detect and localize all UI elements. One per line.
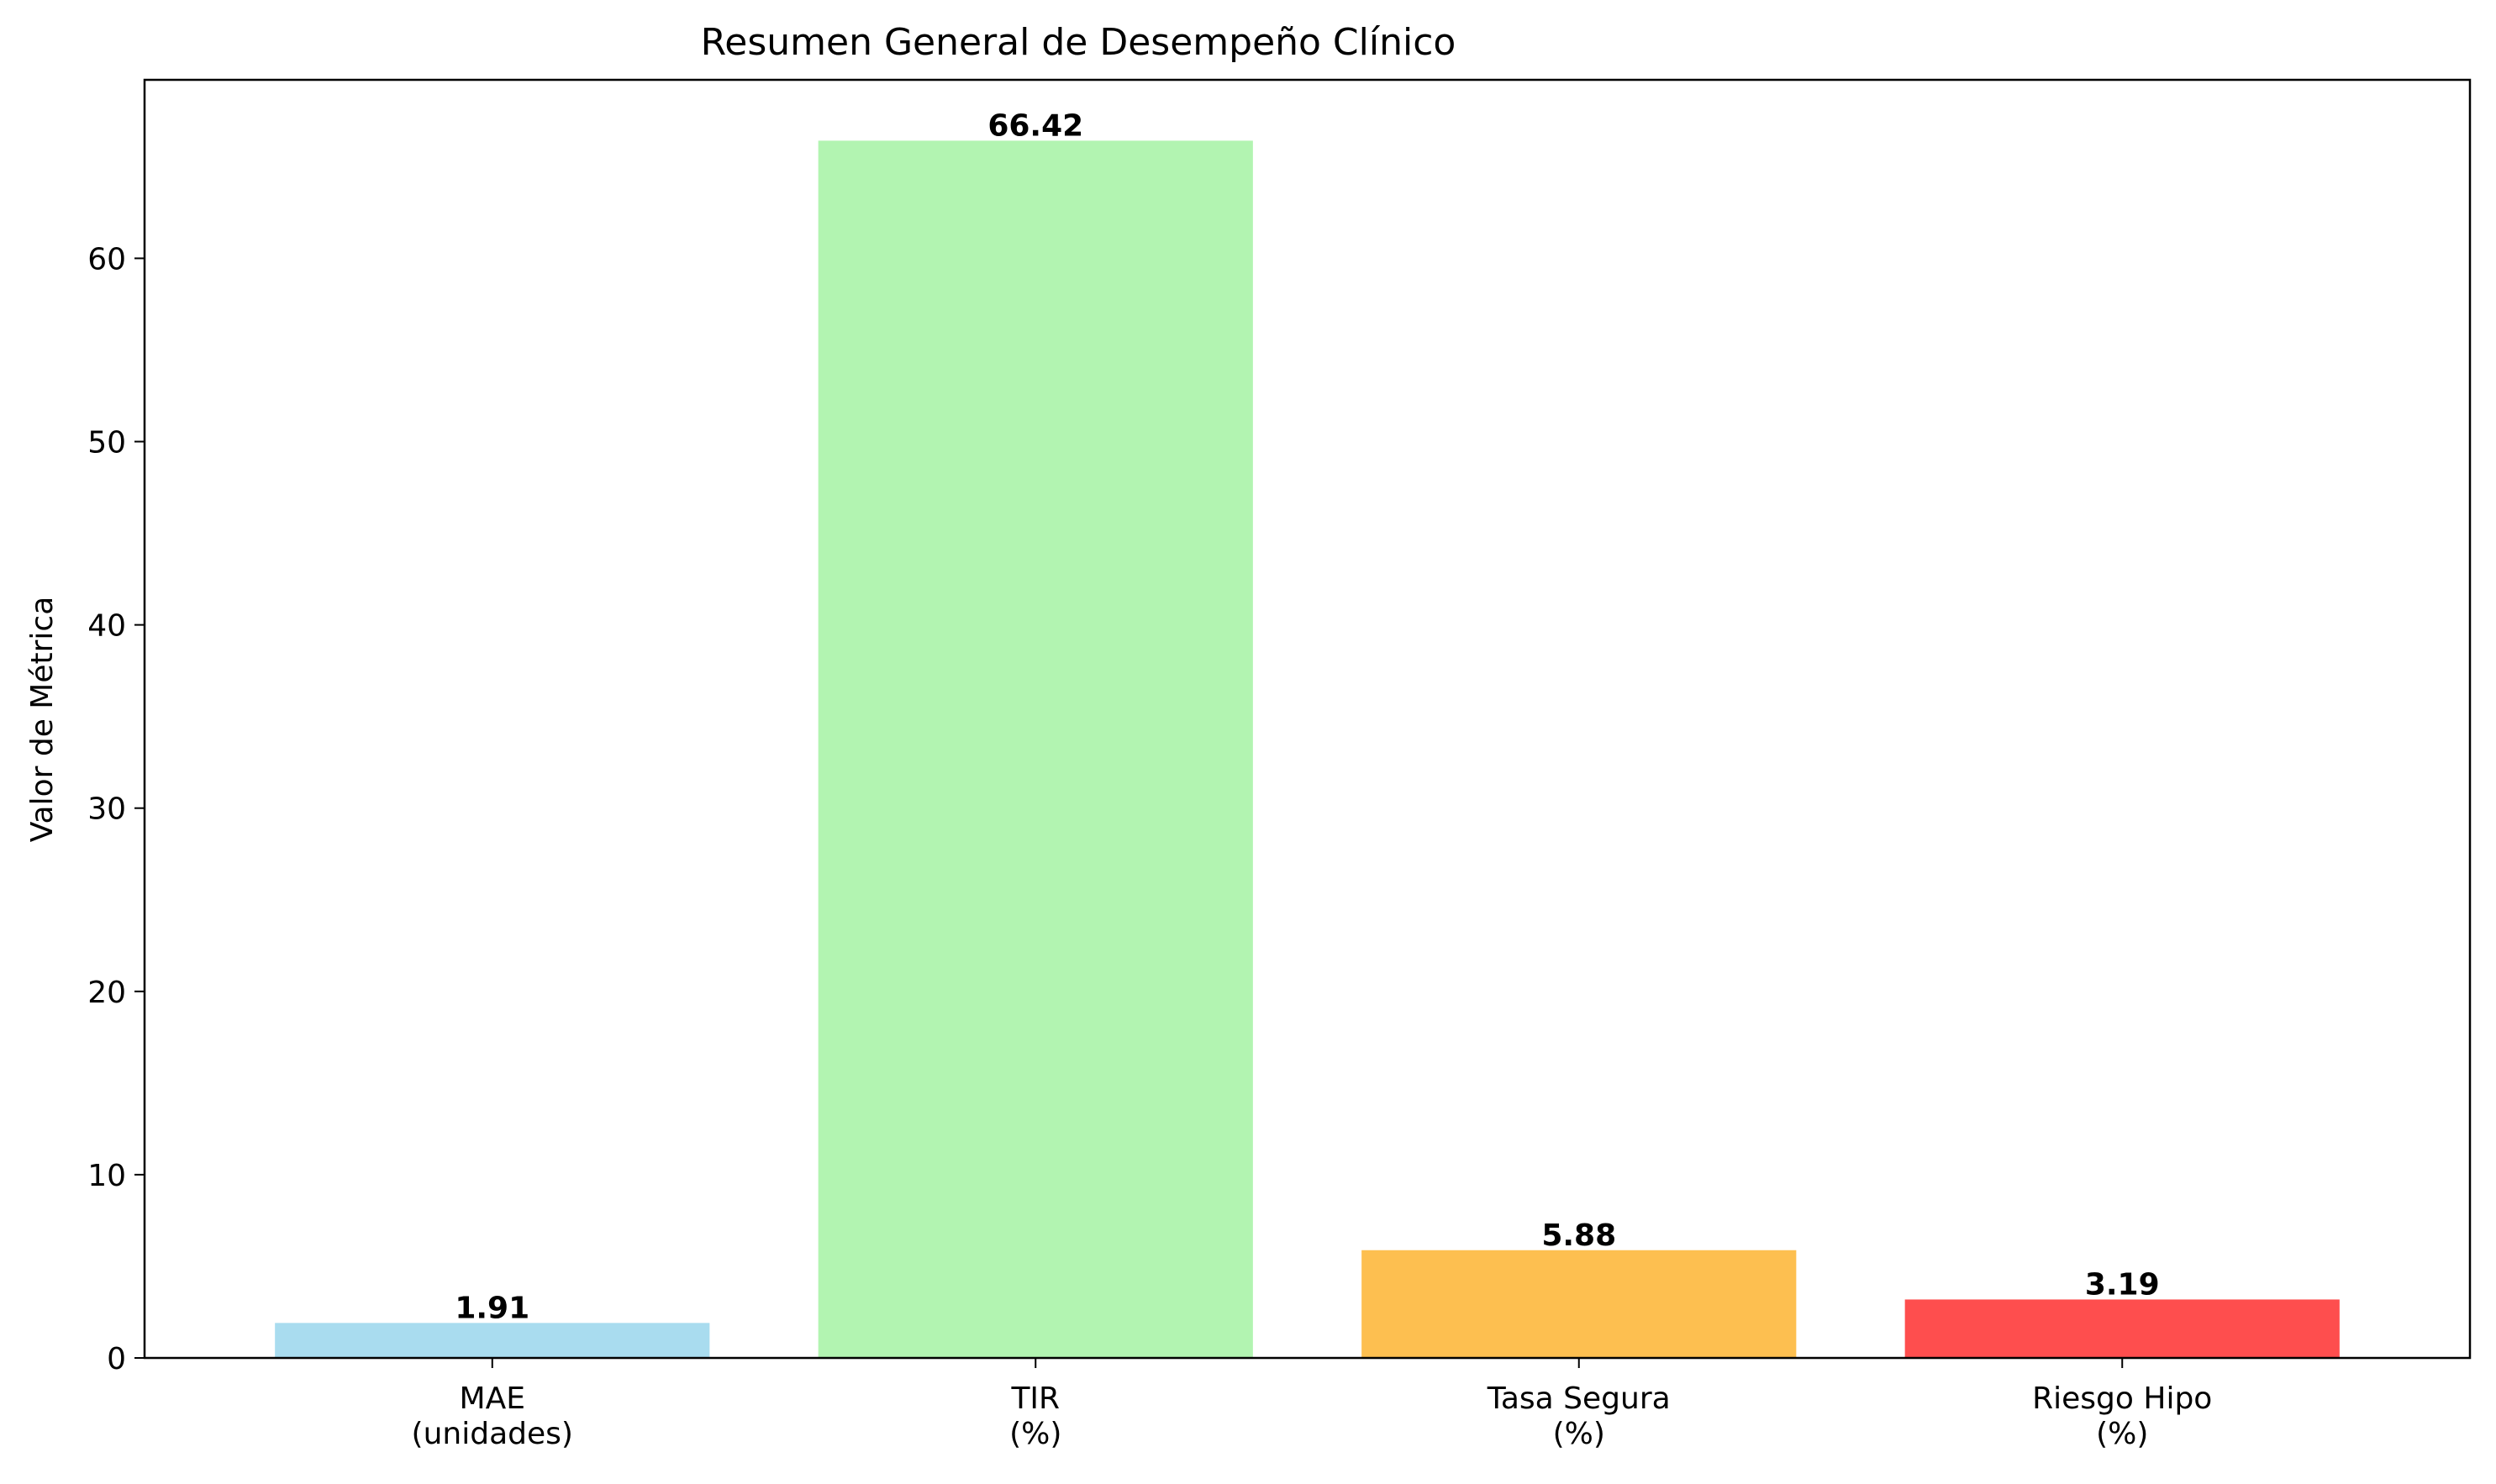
- value-labels-group: 1.91 66.42 5.88 3.19: [455, 108, 2159, 1325]
- y-tick-label-0: 0: [107, 1342, 126, 1376]
- x-tick-label-1-line-1: (%): [1009, 1417, 1061, 1451]
- bar-3: [1904, 1299, 2340, 1358]
- x-tick-label-2-line-1: (%): [1553, 1417, 1605, 1451]
- chart-title: Resumen General de Desempeño Clínico: [701, 21, 1456, 64]
- y-tick-label-6: 60: [87, 242, 126, 276]
- x-tick-label-3-line-1: (%): [2096, 1417, 2148, 1451]
- bar-0: [275, 1323, 710, 1358]
- bar-1: [818, 140, 1253, 1358]
- value-label-2: 5.88: [1541, 1218, 1616, 1253]
- value-label-3: 3.19: [2085, 1267, 2160, 1302]
- x-tick-label-0-line-1: (unidades): [412, 1417, 573, 1451]
- y-tick-label-2: 20: [87, 976, 126, 1010]
- bars-group: [275, 140, 2340, 1358]
- plot-frame: [143, 78, 2472, 1360]
- y-tick-label-3: 30: [87, 792, 126, 827]
- y-tick-label-1: 10: [87, 1159, 126, 1193]
- x-tick-label-2-line-0: Tasa Segura: [1487, 1381, 1671, 1416]
- x-axis-ticks: MAE(unidades)TIR(%)Tasa Segura(%)Riesgo …: [412, 1358, 2212, 1451]
- y-axis-label: Valor de Métrica: [25, 597, 60, 843]
- value-label-0: 1.91: [455, 1291, 529, 1325]
- bar-2: [1361, 1250, 1797, 1358]
- x-tick-label-0-line-0: MAE: [460, 1381, 525, 1416]
- y-tick-label-4: 40: [87, 609, 126, 644]
- x-tick-label-3-line-0: Riesgo Hipo: [2032, 1381, 2212, 1416]
- y-tick-label-5: 50: [87, 426, 126, 460]
- x-tick-label-1-line-0: TIR: [1010, 1381, 1060, 1416]
- value-label-1: 66.42: [987, 108, 1083, 143]
- y-axis-ticks: 0 10 20 30 40 50 60: [87, 242, 145, 1376]
